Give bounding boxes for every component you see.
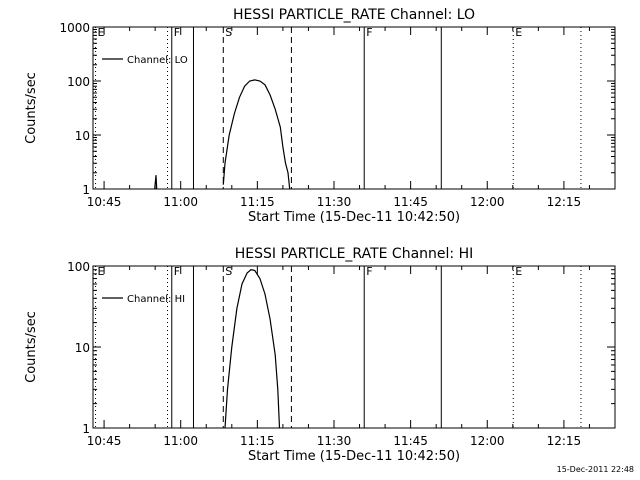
panel1-y-axis-label: Counts/sec	[24, 72, 39, 144]
panel2-x-tick-label: 11:45	[393, 434, 428, 448]
panel1-series-line	[154, 175, 158, 190]
panel1-x-tick-label: 11:00	[163, 195, 198, 209]
panel2-marker-label: F	[366, 265, 372, 278]
panel1-marker-label: F	[174, 26, 180, 39]
panel1-marker-label: E	[98, 26, 105, 39]
panel2-y-axis-label: Counts/sec	[24, 311, 39, 383]
panel2-x-tick-label: 12:15	[547, 434, 582, 448]
panel2-marker-label: F	[174, 265, 180, 278]
footer-timestamp: 15-Dec-2011 22:48	[556, 465, 634, 474]
panel2-marker-label: S	[225, 265, 232, 278]
panel1-marker-label: F	[366, 26, 372, 39]
panel2-x-tick-label: 11:15	[240, 434, 275, 448]
panel2-y-tick-label: 10	[75, 341, 90, 355]
panel2-title: HESSI PARTICLE_RATE Channel: HI	[235, 246, 473, 262]
panel1-y-tick-label: 1000	[59, 21, 90, 35]
panel1-marker-label: S	[225, 26, 232, 39]
panel1-title: HESSI PARTICLE_RATE Channel: LO	[233, 7, 475, 23]
panel1-x-tick-label: 12:00	[470, 195, 505, 209]
panel2-marker-label: E	[515, 265, 522, 278]
panel1-plot-frame	[92, 26, 616, 190]
panel1-marker-label: E	[515, 26, 522, 39]
panel1-series-line	[222, 79, 291, 190]
panel1-y-tick-label: 1	[82, 183, 90, 197]
panel1-legend-label: Channel: LO	[127, 55, 188, 66]
panel1-x-tick-label: 11:45	[393, 195, 428, 209]
panel1-x-tick-label: 11:15	[240, 195, 275, 209]
panel1-x-axis-label: Start Time (15-Dec-11 10:42:50)	[248, 210, 460, 225]
panel1-y-tick-label: 10	[75, 129, 90, 143]
panel2-x-tick-label: 11:30	[317, 434, 352, 448]
panel2-x-axis-label: Start Time (15-Dec-11 10:42:50)	[248, 449, 460, 464]
panel2-series-line	[224, 269, 281, 429]
panel2-y-tick-label: 100	[67, 260, 90, 274]
panel1-x-tick-label: 10:45	[87, 195, 122, 209]
panel2-y-tick-label: 1	[82, 422, 90, 436]
panel1-x-tick-label: 12:15	[547, 195, 582, 209]
panel1-x-tick-label: 11:30	[317, 195, 352, 209]
panel2-marker-label: E	[98, 265, 105, 278]
panel2-x-tick-label: 11:00	[163, 434, 198, 448]
panel1-y-tick-label: 100	[67, 75, 90, 89]
panel2-legend-label: Channel: HI	[127, 294, 185, 305]
panel2-x-tick-label: 12:00	[470, 434, 505, 448]
panel2-x-tick-label: 10:45	[87, 434, 122, 448]
